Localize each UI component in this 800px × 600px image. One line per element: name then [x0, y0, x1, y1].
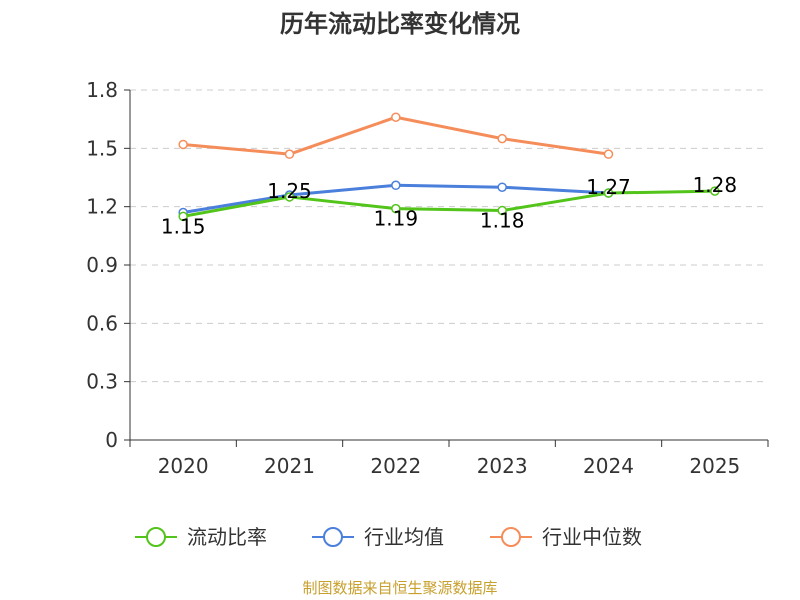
- data-point-1: [497, 182, 507, 192]
- legend-marker: [146, 527, 166, 547]
- data-label: 1.19: [374, 207, 419, 231]
- series-line-0: [182, 189, 715, 218]
- data-point-0: [391, 203, 401, 214]
- x-tick-label: 2021: [264, 454, 315, 478]
- data-label: 1.27: [586, 175, 631, 199]
- data-point-0: [497, 205, 507, 216]
- y-tick-label: 1.5: [86, 136, 118, 160]
- y-tick-label: 0.3: [86, 370, 118, 394]
- y-tick-label: 0.9: [86, 253, 118, 277]
- y-tick-label: 0: [105, 428, 118, 452]
- data-point-0: [284, 192, 295, 202]
- legend-label: 行业均值: [364, 525, 444, 549]
- data-point-1: [391, 180, 401, 191]
- data-label: 1.25: [267, 179, 312, 203]
- series: [178, 112, 720, 222]
- x-tick-label: 2024: [583, 454, 634, 478]
- axes: 0 0.3 0.6 0.9 1.2 1.5 1.8 2020 2021 2022 2023 2024 2…: [86, 78, 769, 478]
- legend-item-0[interactable]: 流动比率: [135, 525, 267, 549]
- legend[interactable]: 流动比率 行业均值 行业中位数: [135, 525, 642, 549]
- y-tick-label: 0.6: [86, 311, 118, 335]
- y-tick-label: 1.2: [86, 195, 118, 219]
- data-point-0: [178, 211, 188, 222]
- data-point-2: [391, 112, 401, 122]
- x-tick-label: 2023: [477, 454, 528, 478]
- data-point-0: [603, 188, 614, 198]
- x-tick-label: 2022: [370, 454, 421, 478]
- legend-marker: [323, 527, 343, 547]
- grid: [130, 89, 768, 383]
- data-point-2: [284, 149, 295, 159]
- data-label: 1.28: [693, 173, 738, 197]
- legend-label: 流动比率: [187, 525, 267, 549]
- y-tick-label: 1.8: [86, 78, 118, 102]
- legend-item-2[interactable]: 行业中位数: [490, 525, 642, 549]
- data-point-2: [497, 133, 507, 144]
- legend-marker: [501, 527, 521, 547]
- source-note: 制图数据来自恒生聚源数据库: [302, 579, 497, 597]
- x-tick-label: 2020: [158, 454, 209, 478]
- data-label: 1.15: [161, 214, 206, 238]
- legend-item-1[interactable]: 行业均值: [312, 525, 444, 549]
- data-label: 1.18: [480, 209, 525, 233]
- legend-label: 行业中位数: [542, 525, 642, 549]
- data-point-2: [603, 149, 614, 159]
- x-tick-label: 2025: [689, 454, 740, 478]
- data-point-0: [710, 186, 720, 196]
- data-labels: 1.15 1.25 1.19 1.18 1.27 1.28: [161, 173, 737, 238]
- data-point-2: [178, 139, 188, 150]
- chart-title: 历年流动比率变化情况: [280, 10, 520, 38]
